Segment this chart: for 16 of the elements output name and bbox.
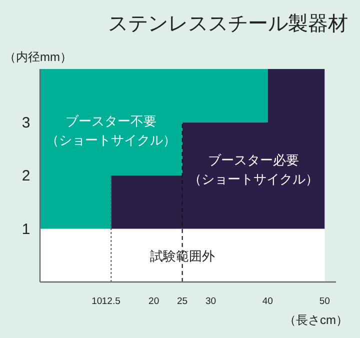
x-tick-label: 12.5 — [102, 296, 120, 307]
y-tick-label: 2 — [22, 168, 30, 184]
x-tick-label: 40 — [262, 296, 273, 307]
x-axis-title: （長さcm） — [284, 313, 348, 327]
y-tick-label: 3 — [22, 114, 30, 132]
chart-title: ステンレススチール製器材 — [108, 13, 348, 35]
x-tick-label: 20 — [148, 296, 160, 307]
x-tick-label: 50 — [319, 296, 330, 307]
series-label: ブースター不要（ショートサイクル） — [46, 113, 176, 148]
y-axis-title: （内径mm） — [4, 50, 72, 64]
x-tick-label: 10 — [92, 296, 102, 307]
y-tick-label: 1 — [22, 220, 30, 238]
x-tick-label: 25 — [177, 296, 188, 307]
series-label: ブースター必要（ショートサイクル） — [188, 152, 318, 187]
series-label: 試験範囲外 — [150, 248, 215, 264]
x-tick-label: 30 — [205, 296, 216, 307]
